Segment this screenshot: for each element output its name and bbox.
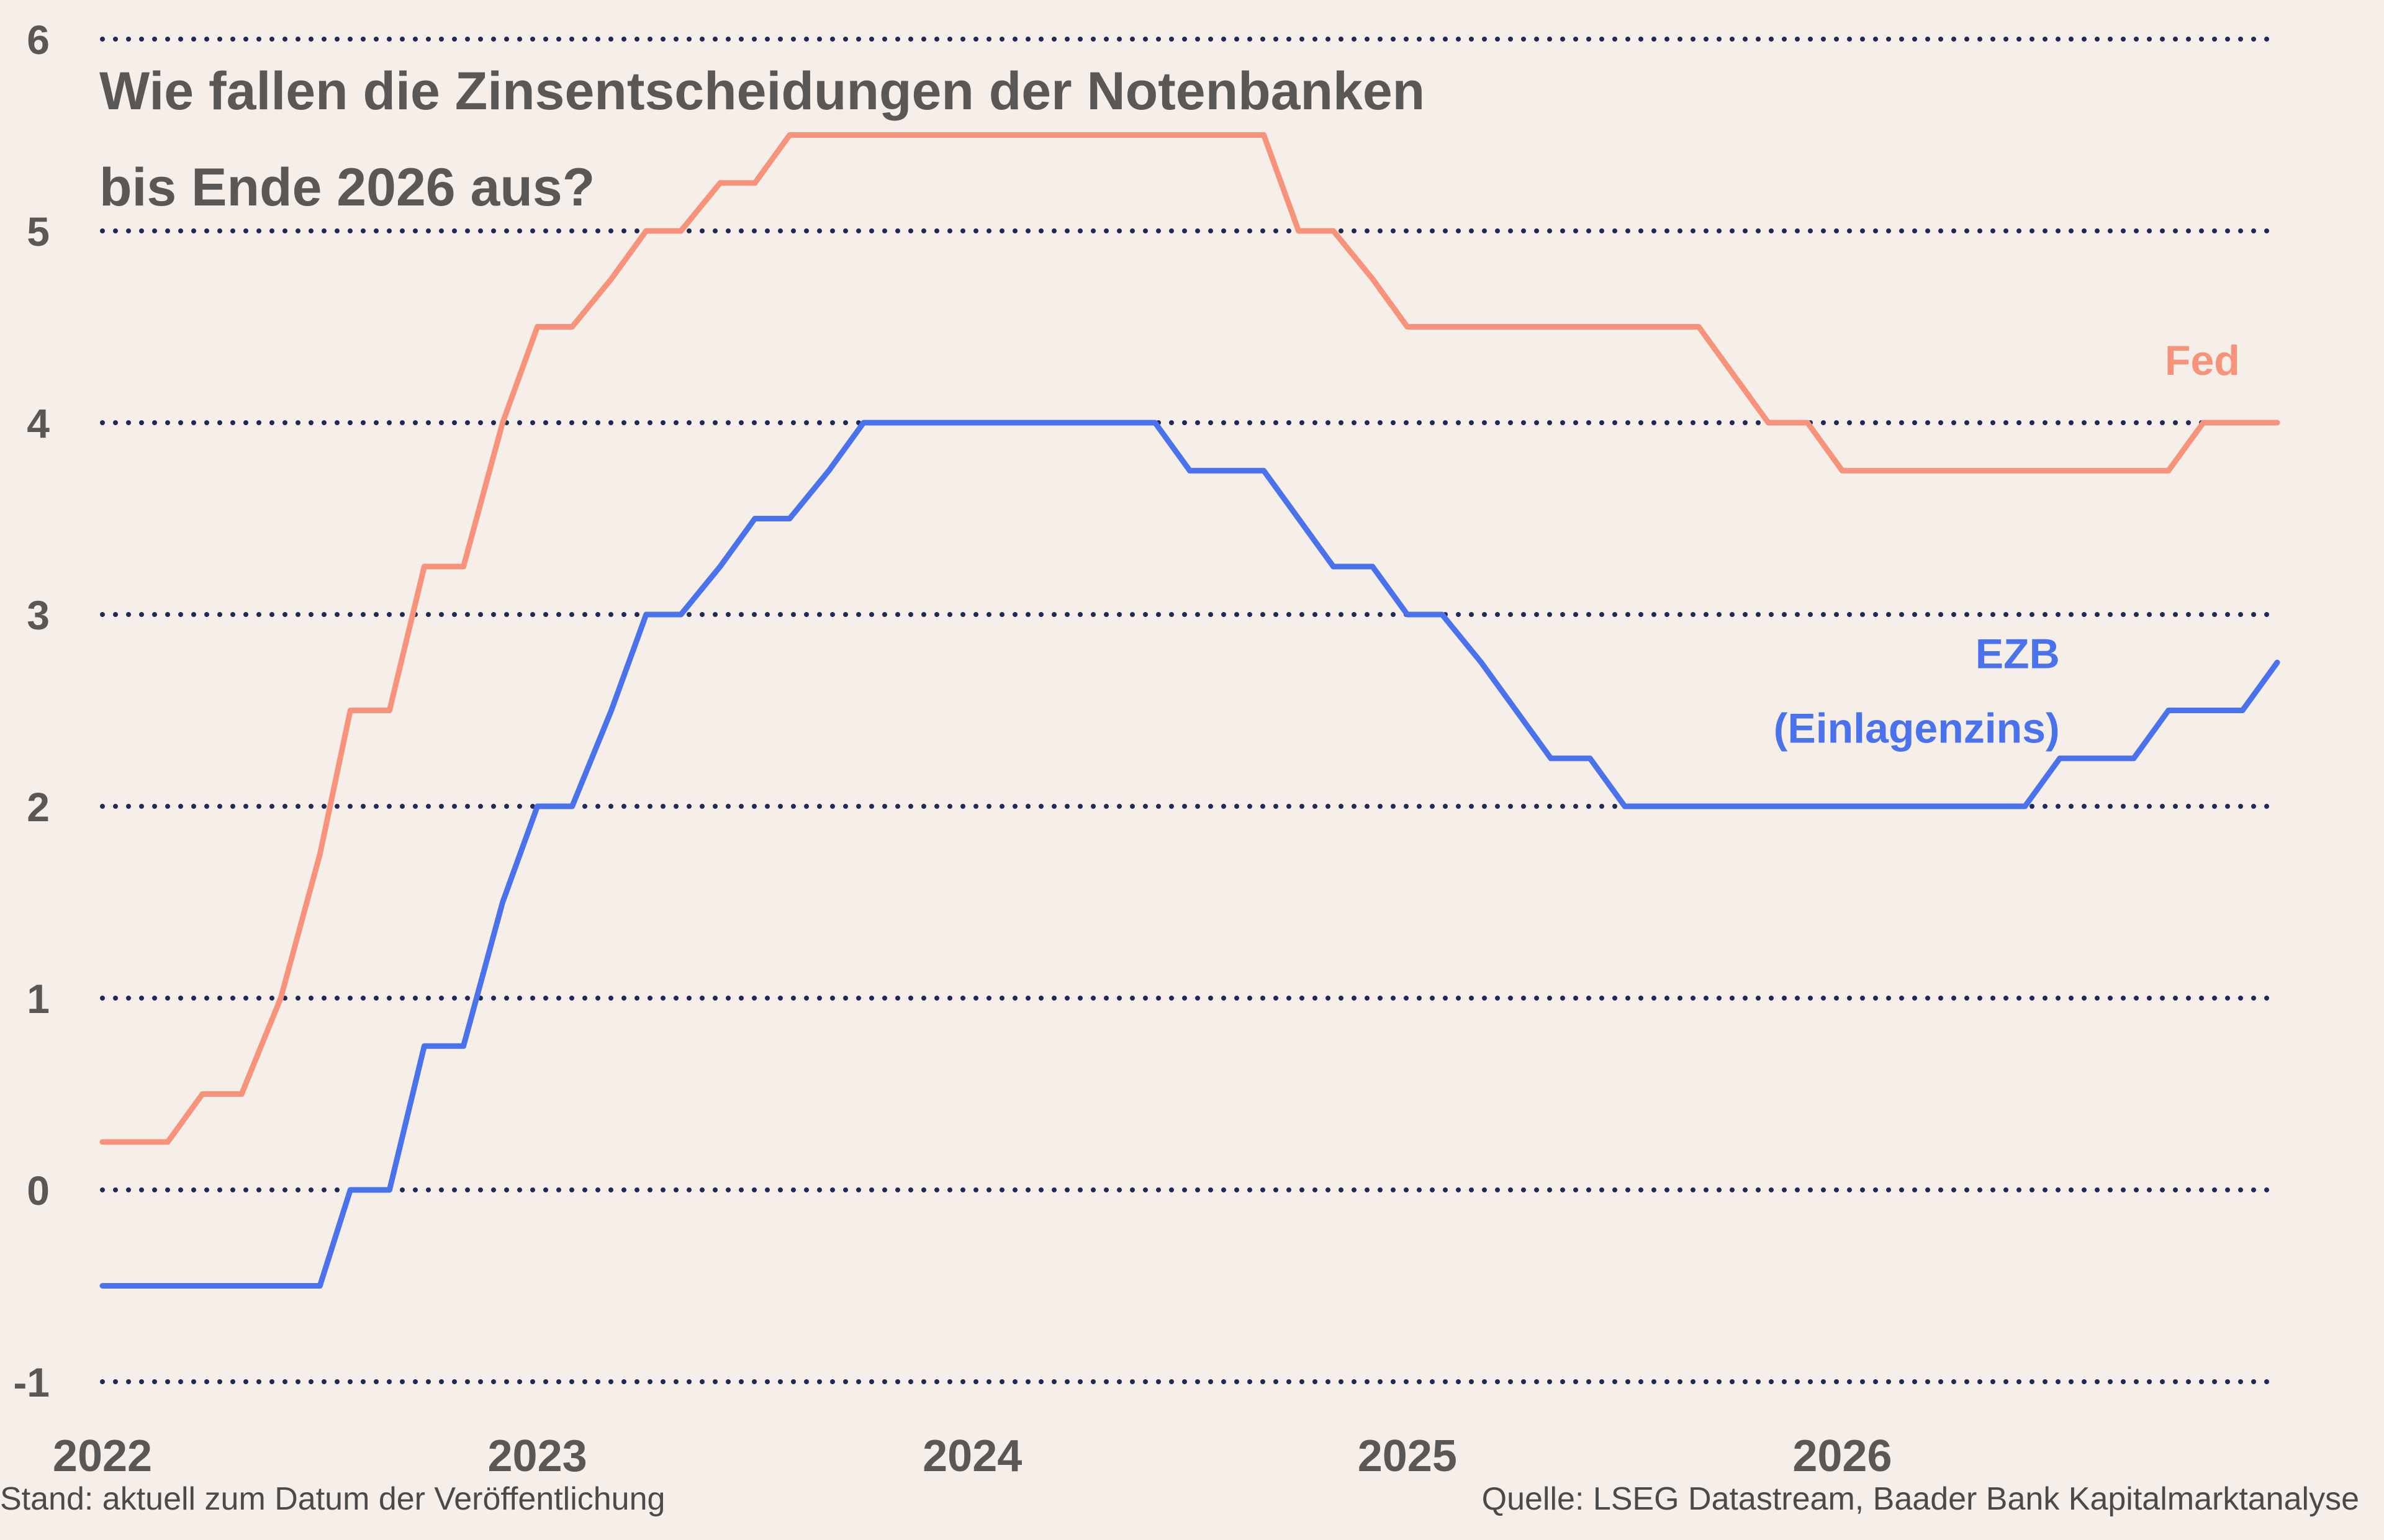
x-tick-label: 2025 xyxy=(1358,1431,1457,1481)
series-lines xyxy=(99,132,2280,1289)
chart-title-line-2: bis Ende 2026 aus? xyxy=(99,158,595,217)
series-label: Fed xyxy=(2165,337,2240,384)
y-tick-label: 6 xyxy=(27,17,50,63)
x-tick-label: 2024 xyxy=(923,1431,1022,1481)
x-axis-ticks: 2022 2023 2024 2025 2026 xyxy=(53,1431,1892,1481)
x-tick-label: 2022 xyxy=(53,1431,152,1481)
y-axis-ticks: -1 0 1 2 3 4 5 6 xyxy=(13,17,50,1405)
footer-source: Quelle: LSEG Datastream, Baader Bank Kap… xyxy=(1481,1481,2359,1517)
y-tick-label: 0 xyxy=(27,1168,50,1214)
y-tick-label: -1 xyxy=(13,1359,50,1405)
y-tick-label: 3 xyxy=(27,592,50,638)
series-labels: Fed EZB (Einlagenzins) xyxy=(1774,337,2240,752)
x-tick-label: 2023 xyxy=(488,1431,587,1481)
series-label: (Einlagenzins) xyxy=(1774,705,2060,752)
x-tick-label: 2026 xyxy=(1792,1431,1892,1481)
chart-title: Wie fallen die Zinsentscheidungen der No… xyxy=(99,43,1714,236)
y-tick-label: 1 xyxy=(27,976,50,1022)
footer-date-note: Stand: aktuell zum Datum der Veröffentli… xyxy=(0,1481,666,1517)
chart-title-line-1: Wie fallen die Zinsentscheidungen der No… xyxy=(99,61,1425,121)
y-tick-label: 2 xyxy=(27,784,50,830)
y-tick-label: 5 xyxy=(27,209,50,254)
y-tick-label: 4 xyxy=(27,400,50,446)
series-label: EZB xyxy=(1975,631,2060,678)
series-line-fed xyxy=(99,132,2280,1145)
series-line-ezb xyxy=(99,420,2280,1289)
